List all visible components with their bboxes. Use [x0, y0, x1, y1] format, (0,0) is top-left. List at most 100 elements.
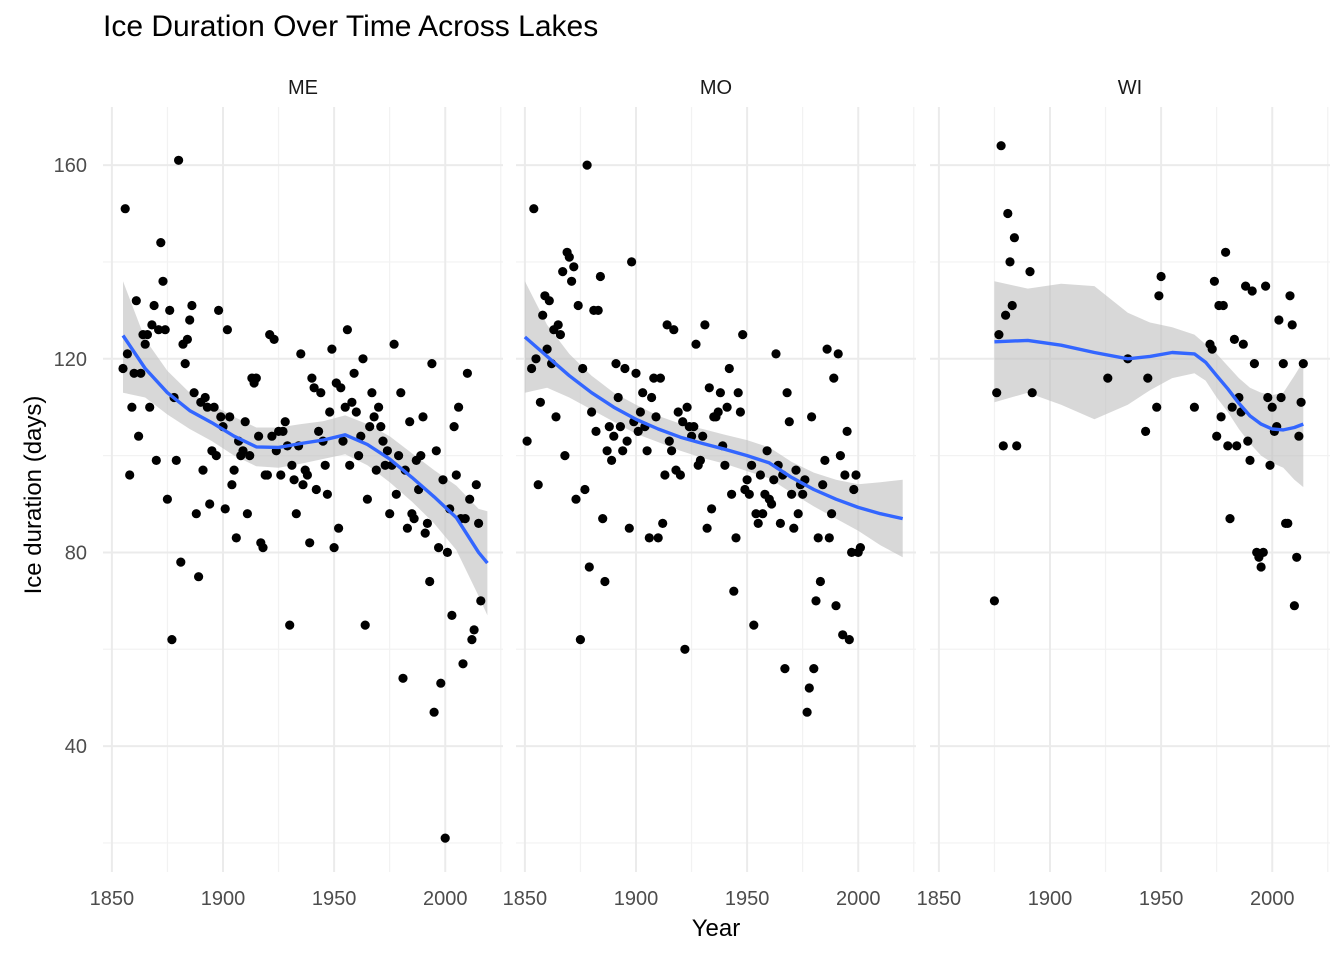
data-point	[358, 354, 368, 364]
data-point	[624, 523, 634, 533]
data-point	[575, 635, 586, 645]
data-point	[622, 436, 632, 446]
x-tick-label: 1950	[312, 888, 357, 910]
data-point	[376, 422, 386, 432]
data-point	[762, 446, 772, 456]
data-point	[374, 402, 384, 412]
data-point	[1276, 392, 1286, 403]
data-point	[742, 475, 752, 485]
data-point	[254, 431, 264, 441]
data-point	[789, 523, 799, 533]
x-tick-label: 1850	[90, 888, 135, 910]
data-point	[602, 446, 612, 456]
x-tick-label: 2000	[1250, 888, 1295, 910]
data-point	[1229, 334, 1239, 344]
data-point	[220, 504, 230, 514]
data-point	[442, 547, 452, 558]
data-point	[285, 620, 295, 630]
data-point	[618, 446, 628, 456]
data-point	[345, 460, 355, 470]
data-point	[695, 455, 706, 465]
x-tick-label: 1850	[917, 888, 962, 910]
data-point	[362, 494, 372, 504]
data-point	[1225, 514, 1235, 524]
data-point	[1003, 208, 1013, 219]
data-point	[447, 610, 457, 621]
data-point	[798, 489, 808, 499]
data-point	[835, 451, 846, 461]
data-point	[280, 417, 290, 427]
data-point	[653, 533, 663, 543]
data-point	[604, 422, 614, 432]
trend-line	[994, 338, 1304, 432]
data-point	[538, 310, 548, 320]
data-point	[225, 412, 235, 422]
data-point	[145, 402, 155, 412]
data-point	[758, 509, 768, 519]
data-point	[751, 509, 761, 519]
data-point	[735, 407, 746, 417]
data-point	[780, 664, 790, 674]
data-point	[660, 470, 670, 480]
data-point	[571, 494, 581, 504]
data-point	[573, 300, 583, 311]
data-point	[838, 630, 848, 640]
data-point	[398, 673, 408, 683]
data-point	[1267, 402, 1277, 412]
data-point	[529, 204, 539, 214]
data-point	[174, 155, 184, 165]
data-point	[1294, 431, 1304, 441]
data-point	[1265, 460, 1275, 470]
data-point	[1241, 281, 1251, 291]
data-point	[378, 436, 388, 446]
data-point	[251, 373, 261, 383]
data-point	[269, 334, 279, 344]
data-point	[560, 451, 570, 461]
data-point	[227, 480, 237, 490]
data-point	[1025, 267, 1035, 277]
data-point	[356, 431, 366, 441]
data-point	[522, 436, 532, 446]
data-point	[151, 455, 161, 465]
data-point	[454, 402, 464, 412]
data-point	[418, 412, 428, 422]
data-point	[354, 451, 364, 461]
data-point	[651, 412, 661, 422]
data-point	[992, 388, 1002, 398]
data-point	[551, 412, 561, 422]
data-point	[607, 455, 617, 465]
data-point	[829, 373, 839, 383]
data-point	[662, 320, 672, 330]
data-point	[567, 276, 577, 286]
data-point	[1287, 320, 1297, 330]
data-point	[587, 407, 597, 417]
data-point	[713, 407, 723, 417]
data-point	[620, 363, 630, 374]
data-point	[738, 330, 748, 340]
data-point	[733, 388, 743, 398]
data-point	[276, 470, 286, 480]
data-point	[1154, 291, 1164, 301]
data-point	[449, 422, 459, 432]
data-point	[704, 383, 714, 393]
data-point	[371, 465, 381, 475]
data-point	[1156, 271, 1166, 282]
x-tick-label: 2000	[836, 888, 881, 910]
data-point	[476, 596, 486, 606]
data-point	[222, 325, 232, 335]
data-point	[1103, 373, 1113, 383]
data-point	[136, 368, 146, 378]
x-tick-label: 1900	[614, 888, 659, 910]
data-point	[416, 451, 426, 461]
data-point	[578, 363, 588, 374]
data-point	[791, 465, 801, 475]
data-point	[787, 489, 797, 499]
data-point	[691, 339, 701, 349]
data-point	[996, 141, 1006, 151]
data-point	[707, 504, 717, 514]
data-point	[258, 543, 268, 553]
data-point	[211, 451, 221, 461]
data-point	[242, 509, 252, 519]
data-point	[682, 402, 692, 412]
data-point	[627, 257, 637, 267]
